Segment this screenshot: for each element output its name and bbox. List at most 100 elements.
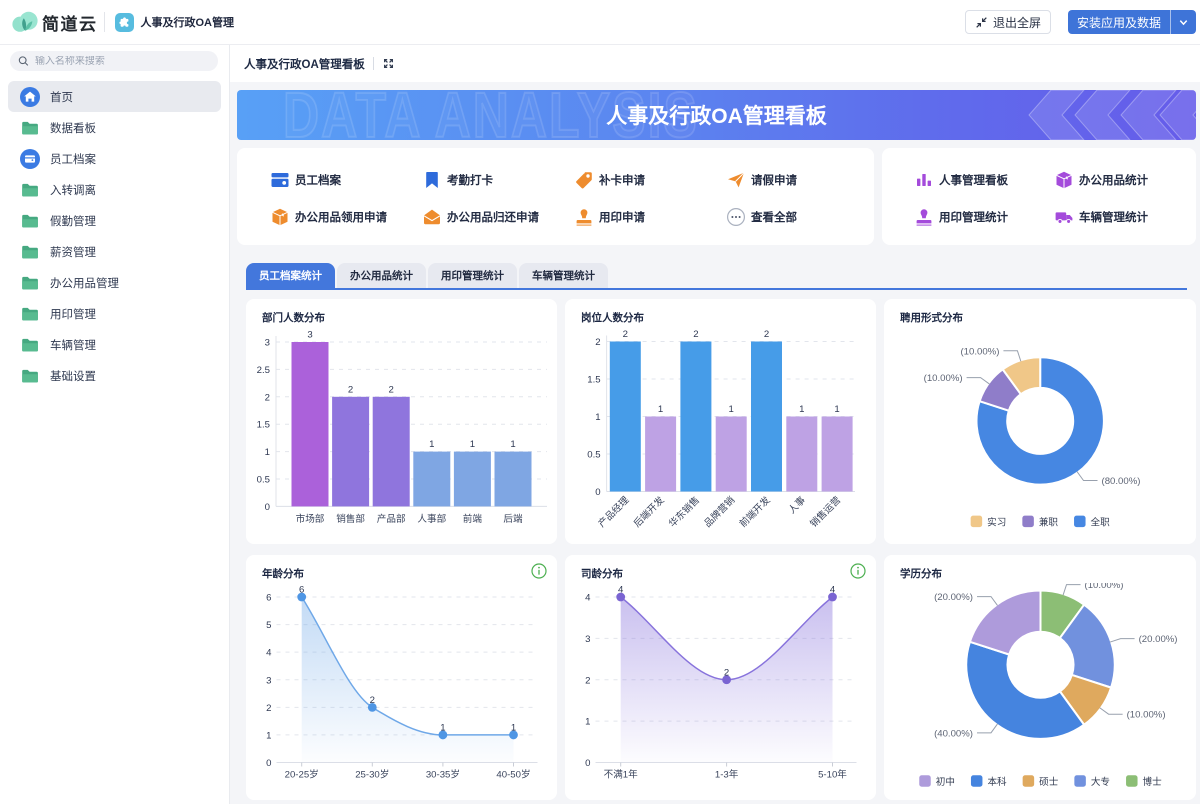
banner-watermark: DATA ANALYSIS — [282, 90, 699, 140]
quick-link-leave-request[interactable]: 请假申请 — [726, 170, 878, 190]
chart-title: 学历分布 — [900, 568, 942, 580]
chart-tenure-line: 0 1 2 3 4 4 不满1年 2 1-3年 4 5-10年 — [565, 583, 876, 800]
fullscreen-expand-icon[interactable] — [382, 57, 395, 70]
svg-text:初中: 初中 — [936, 776, 955, 788]
breadcrumb: 人事及行政OA管理看板 — [230, 45, 1200, 82]
sidebar-item-label: 数据看板 — [50, 122, 96, 135]
svg-text:3: 3 — [266, 675, 271, 686]
svg-text:2: 2 — [370, 695, 375, 706]
sidebar-item-6[interactable]: 办公用品管理 — [8, 267, 221, 298]
svg-text:5: 5 — [266, 620, 271, 631]
dashboard-banner: DATA ANALYSIS 人事及行政OA管理看板 — [237, 90, 1196, 140]
tab-section: 员工档案统计 办公用品统计 用印管理统计 车辆管理统计 部门人数分布 0 0.5 1… — [246, 263, 1196, 800]
svg-text:2: 2 — [623, 329, 628, 340]
quick-link-employee-file[interactable]: 员工档案 — [270, 170, 422, 190]
sidebar-item-8[interactable]: 车辆管理 — [8, 329, 221, 360]
brand-divider — [103, 12, 105, 32]
sidebar-item-label: 用印管理 — [50, 308, 96, 321]
tab-vehicle-stats[interactable]: 车辆管理统计 — [519, 263, 608, 288]
chart-department-bar: 0 0.5 1 1.5 2 2.5 3 3 市场部 2 销售部 2 产品部 1 人事部 1 前端 1 后端 — [246, 327, 557, 544]
stat-link-supplies-stats[interactable]: 办公用品统计 — [1054, 170, 1194, 190]
sidebar-item-9[interactable]: 基础设置 — [8, 360, 221, 391]
sidebar-item-5[interactable]: 薪资管理 — [8, 236, 221, 267]
svg-text:1.5: 1.5 — [257, 420, 270, 431]
svg-text:4: 4 — [266, 648, 272, 659]
exit-fullscreen-icon — [976, 16, 987, 28]
sidebar-item-label: 员工档案 — [50, 153, 96, 166]
stat-link-seal-stats[interactable]: 用印管理统计 — [914, 207, 1054, 227]
sidebar-search[interactable] — [10, 51, 218, 71]
tab-supplies-stats[interactable]: 办公用品统计 — [337, 263, 426, 288]
app-title: 人事及行政OA管理 — [140, 17, 235, 29]
truck-icon — [1055, 211, 1073, 224]
sidebar-item-0[interactable]: 首页 — [8, 81, 221, 112]
stat-link-label: 用印管理统计 — [939, 211, 1008, 224]
tab-bar: 员工档案统计 办公用品统计 用印管理统计 车辆管理统计 — [246, 263, 1187, 288]
folder-icon — [22, 338, 38, 351]
sidebar-item-1[interactable]: 数据看板 — [8, 112, 221, 143]
home-icon — [20, 86, 40, 107]
svg-text:2: 2 — [724, 667, 729, 678]
svg-text:本科: 本科 — [987, 776, 1007, 788]
svg-text:2: 2 — [764, 329, 769, 340]
quick-link-label: 考勤打卡 — [447, 174, 493, 187]
svg-text:后端: 后端 — [503, 513, 523, 525]
stamp-icon — [916, 208, 932, 226]
stat-link-hr-dashboard[interactable]: 人事管理看板 — [914, 170, 1054, 190]
quick-link-label: 办公用品领用申请 — [295, 211, 387, 224]
svg-text:0: 0 — [265, 502, 270, 513]
stat-link-label: 车辆管理统计 — [1079, 211, 1148, 224]
sidebar-menu: 首页数据看板员工档案入转调离 假勤管理 薪资管理 办公用品管理用印管理车辆管理基础设置 — [0, 81, 229, 391]
tab-employee-stats[interactable]: 员工档案统计 — [246, 263, 335, 288]
install-split-button: 安装应用及数据 — [1067, 10, 1196, 34]
svg-text:1: 1 — [429, 439, 434, 450]
brand: 简道云 — [12, 10, 98, 35]
svg-text:实习: 实习 — [987, 516, 1006, 528]
quick-link-attendance[interactable]: 考勤打卡 — [422, 170, 574, 190]
svg-text:3: 3 — [265, 338, 270, 349]
svg-text:1: 1 — [658, 404, 663, 415]
svg-text:2: 2 — [585, 675, 590, 686]
sidebar-item-3[interactable]: 入转调离 — [8, 174, 221, 205]
stat-links-card: 人事管理看板 办公用品统计 — [882, 148, 1196, 245]
sidebar-item-label: 基础设置 — [50, 370, 96, 383]
sidebar-item-7[interactable]: 用印管理 — [8, 298, 221, 329]
svg-text:人事部: 人事部 — [417, 513, 446, 525]
quick-link-supplies-return[interactable]: 办公用品归还申请 — [422, 207, 574, 227]
sidebar-item-2[interactable]: 员工档案 — [8, 143, 221, 174]
svg-text:前端: 前端 — [463, 513, 483, 525]
info-icon[interactable] — [531, 563, 547, 579]
chart-card-age: 年龄分布 0 1 2 3 4 5 6 6 20-25岁 2 25-30岁 1 30-35岁 1 40-50岁 — [246, 555, 557, 800]
chart-title: 聘用形式分布 — [900, 312, 963, 324]
folder-icon — [22, 183, 38, 196]
chart-education-donut: (10.00%) (20.00%) (10.00%) (40.00%) (20.00%)… — [884, 583, 1196, 800]
chart-grid: 部门人数分布 0 0.5 1 1.5 2 2.5 3 3 市场部 2 销售部 2 产品部 1 人事部 1 前端 1… — [246, 299, 1196, 800]
stat-link-vehicle-stats[interactable]: 车辆管理统计 — [1054, 207, 1194, 227]
sidebar-item-4[interactable]: 假勤管理 — [8, 205, 221, 236]
exit-fullscreen-button[interactable]: 退出全屏 — [964, 10, 1051, 34]
quick-link-card-reissue[interactable]: 补卡申请 — [574, 170, 726, 190]
id-card-icon — [271, 172, 289, 187]
search-input[interactable] — [34, 55, 210, 67]
logo-text: 简道云 — [42, 14, 98, 34]
quick-link-view-all[interactable]: 查看全部 — [726, 207, 878, 227]
svg-text:3: 3 — [307, 330, 312, 341]
quick-link-supplies-request[interactable]: 办公用品领用申请 — [270, 207, 422, 227]
svg-text:产品经理: 产品经理 — [596, 494, 632, 530]
install-app-button[interactable]: 安装应用及数据 — [1067, 10, 1170, 34]
search-icon — [18, 56, 29, 66]
chart-age-line: 0 1 2 3 4 5 6 6 20-25岁 2 25-30岁 1 30-35岁 1 40-50岁 — [246, 583, 557, 800]
svg-text:5-10年: 5-10年 — [818, 769, 847, 781]
install-dropdown-button[interactable] — [1170, 10, 1196, 34]
chart-title: 年龄分布 — [262, 568, 304, 580]
tab-seal-stats[interactable]: 用印管理统计 — [428, 263, 517, 288]
svg-text:(10.00%): (10.00%) — [1085, 583, 1124, 591]
app-puzzle-icon — [114, 12, 134, 32]
info-icon[interactable] — [850, 563, 866, 579]
svg-text:1: 1 — [799, 404, 804, 415]
svg-text:4: 4 — [585, 593, 591, 604]
quick-link-seal-request[interactable]: 用印申请 — [574, 207, 726, 227]
svg-text:博士: 博士 — [1143, 776, 1163, 788]
dashboard-scroll-area: DATA ANALYSIS 人事及行政OA管理看板 — [230, 82, 1200, 804]
stat-link-label: 办公用品统计 — [1079, 174, 1148, 187]
